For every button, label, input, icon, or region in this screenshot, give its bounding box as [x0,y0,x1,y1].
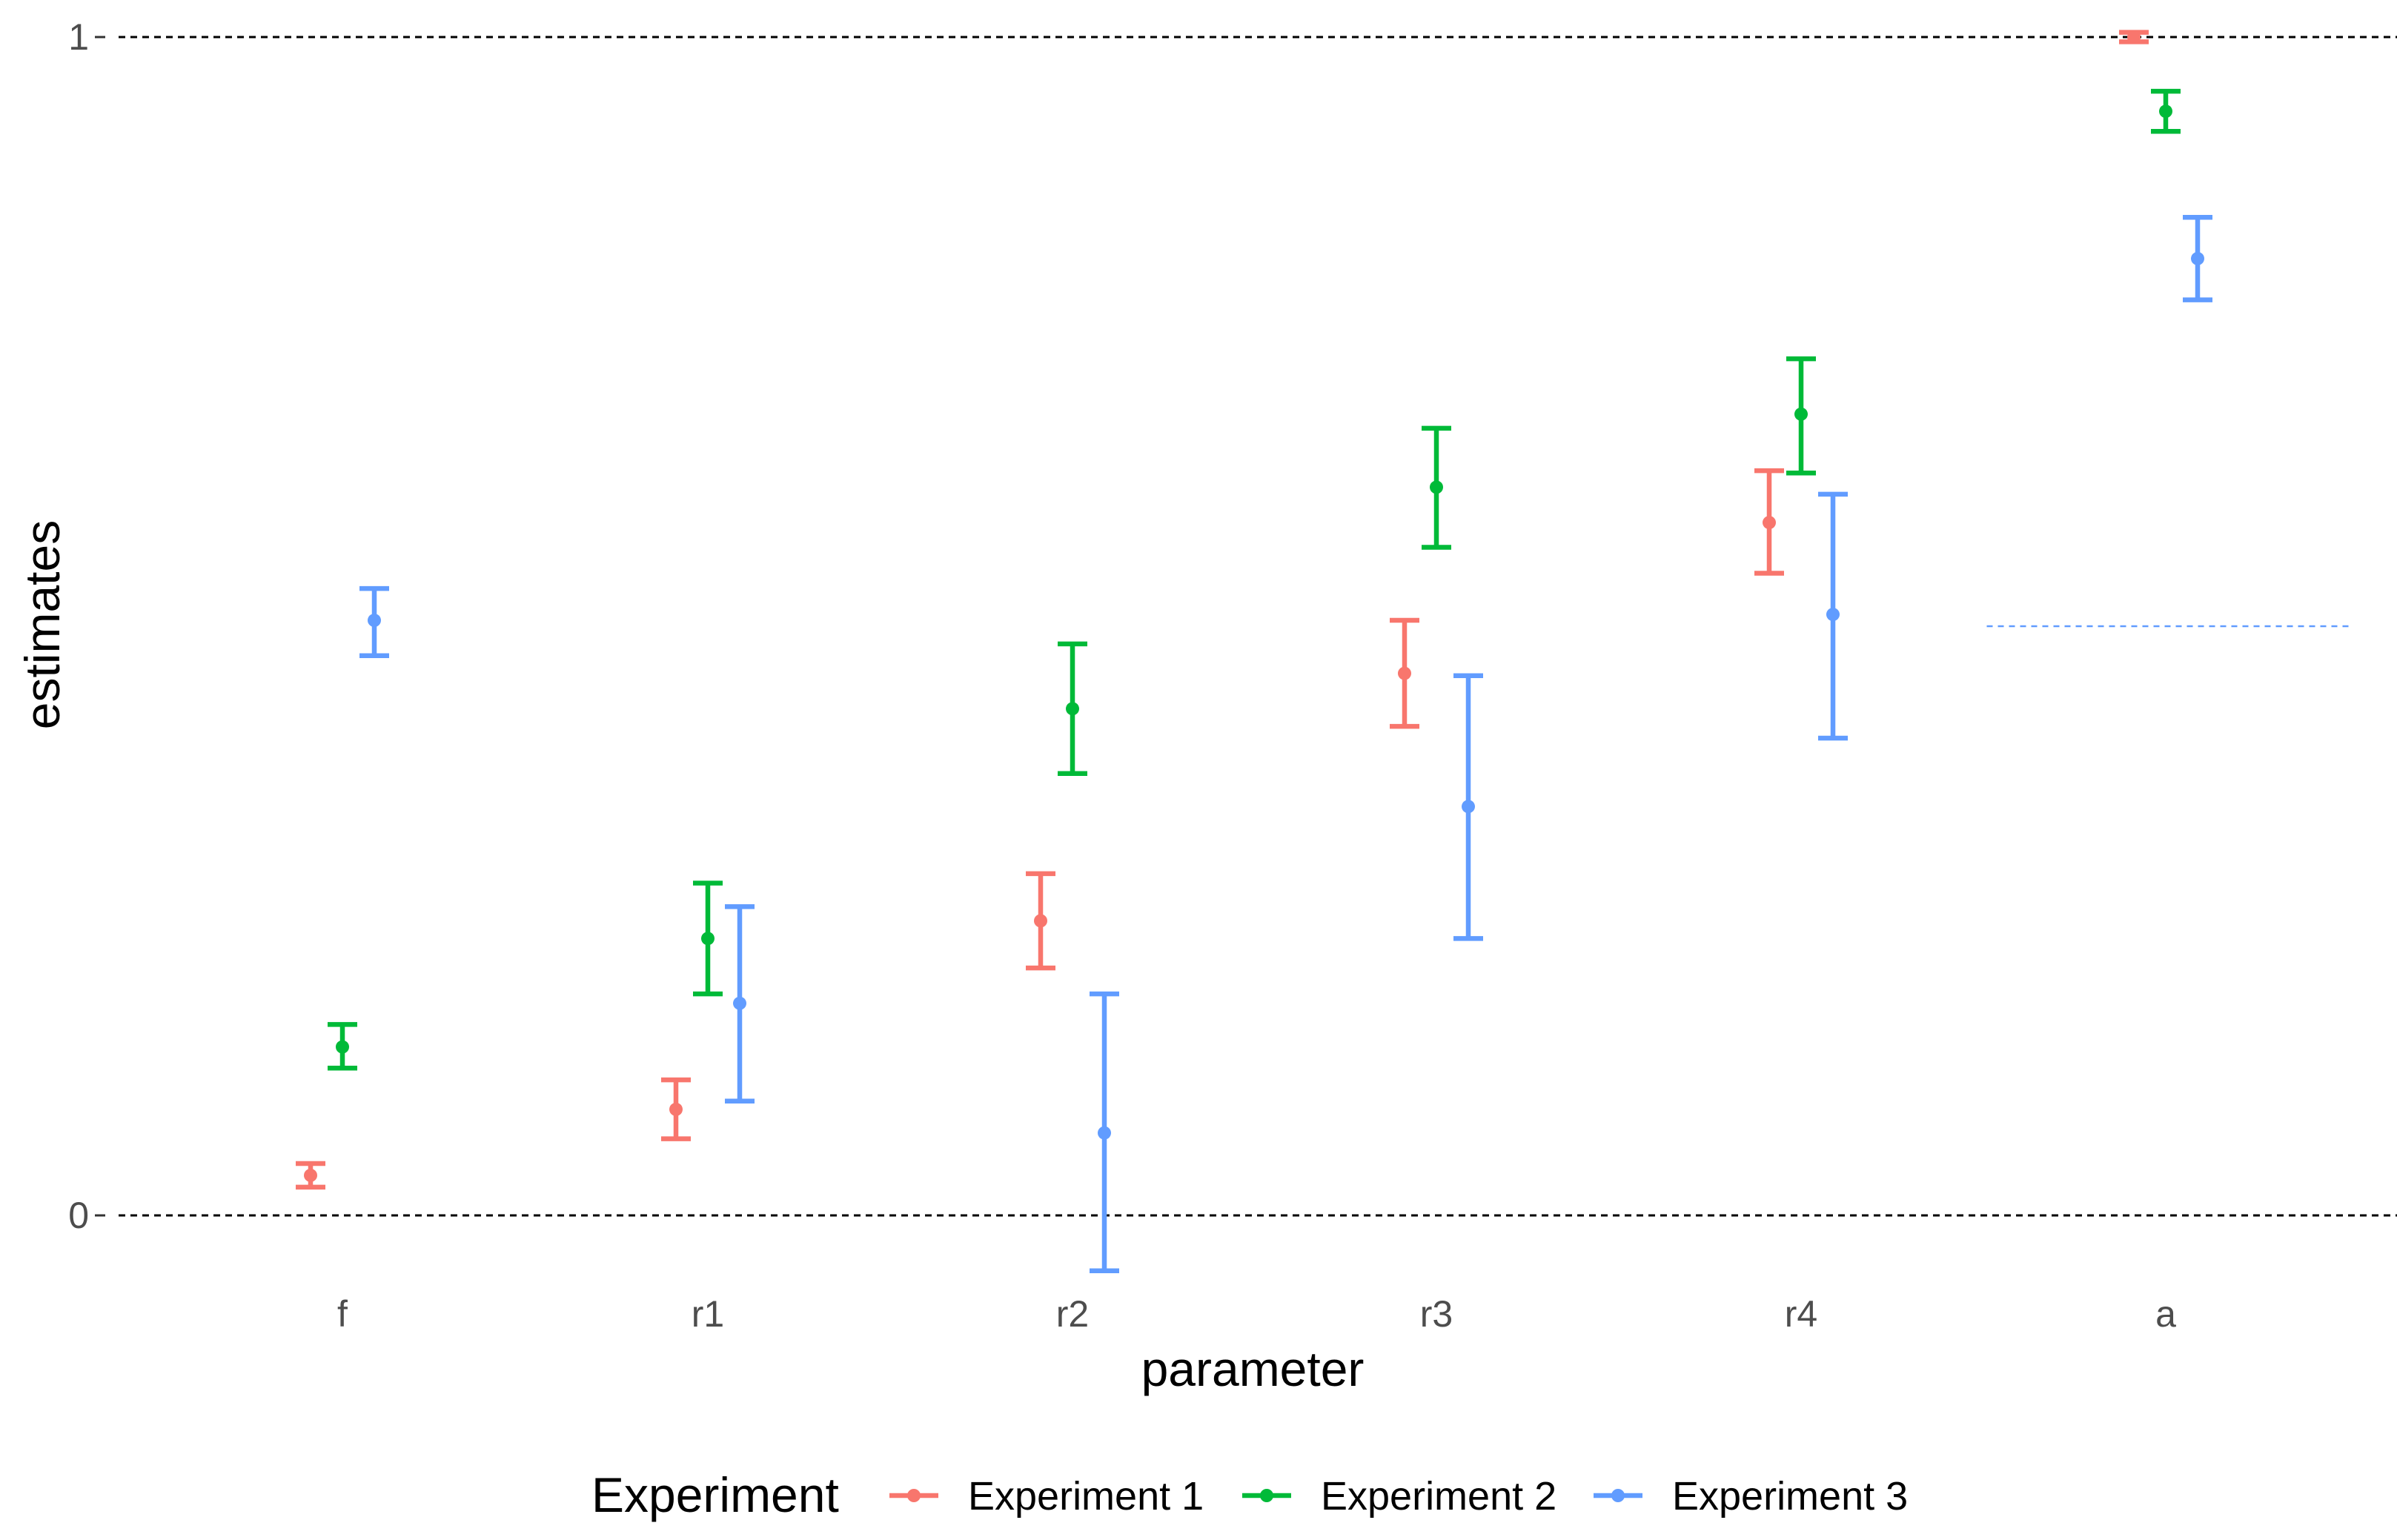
error-bar [1818,491,1848,741]
x-axis-ticks: f r1 r2 r3 r4 a [337,1293,2176,1335]
estimate-point [2191,251,2204,265]
error-bar [2119,30,2149,44]
error-bar [1422,425,1451,550]
estimate-point [1763,516,1776,530]
y-axis-title: estimates [15,520,70,729]
estimate-point [733,996,746,1010]
estimate-point [1098,1126,1111,1140]
legend-item: Experiment 3 [1594,1474,1908,1519]
legend-label: Experiment 3 [1672,1474,1908,1519]
error-bar [2151,88,2181,134]
error-bar [328,1022,357,1071]
estimate-point [1462,800,1475,814]
y-axis-ticks: 01 [68,16,105,1236]
legend-title: Experiment [591,1467,839,1522]
x-tick-label: r2 [1056,1293,1089,1335]
x-tick-label: f [337,1293,348,1335]
error-bar [1786,356,1816,476]
legend-item: Experiment 2 [1242,1474,1556,1519]
reference-lines [119,36,2397,1217]
error-bar [1026,871,1055,971]
legend-label: Experiment 1 [968,1474,1204,1519]
estimate-point [368,614,381,628]
x-tick-label: r1 [692,1293,724,1335]
error-bar [725,904,755,1104]
estimate-point [336,1040,349,1054]
estimate-point [304,1168,317,1182]
error-bar [693,880,723,997]
y-tick-label: 0 [68,1195,89,1236]
estimate-point [1034,914,1047,928]
error-bar [1754,468,1784,576]
x-tick-label: r3 [1420,1293,1453,1335]
legend-key-point [1260,1489,1273,1502]
error-bar [661,1077,691,1141]
legend: Experiment Experiment 1 Experiment 2 Exper… [591,1467,1908,1522]
y-tick-label: 1 [68,16,89,58]
error-bar [1058,641,1087,776]
estimate-point [1826,608,1840,622]
estimate-point [1794,407,1808,421]
x-axis-title: parameter [1141,1341,1365,1396]
legend-item: Experiment 1 [889,1474,1204,1519]
error-bar [2183,215,2212,302]
estimate-point [2159,104,2172,119]
estimate-point [1066,702,1079,716]
error-bar [296,1161,325,1190]
estimate-point [1430,480,1443,494]
error-bar [1090,991,1119,1273]
legend-label: Experiment 2 [1321,1474,1556,1519]
error-bar [1390,617,1419,729]
estimate-point [701,932,715,946]
legend-key-point [907,1489,921,1502]
x-tick-label: r4 [1785,1293,1817,1335]
estimate-point [669,1102,683,1116]
estimate-point [2127,30,2141,44]
error-bar [1453,673,1483,941]
error-bars [296,30,2212,1273]
legend-key-point [1611,1489,1625,1502]
error-bar [359,585,389,658]
estimate-point [1398,666,1411,680]
x-tick-label: a [2155,1293,2176,1335]
